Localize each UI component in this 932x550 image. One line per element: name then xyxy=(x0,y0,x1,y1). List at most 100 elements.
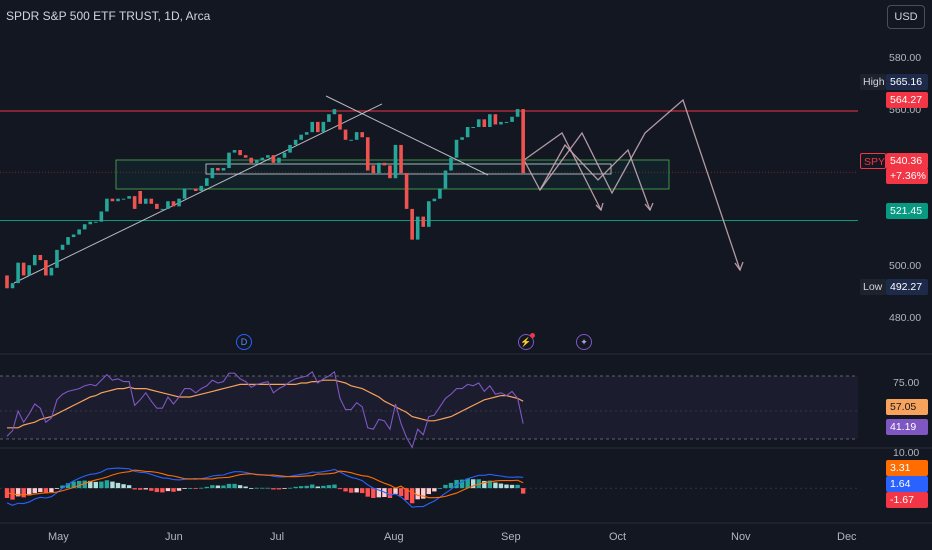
earnings-lightning-icon[interactable]: ⚡ xyxy=(518,334,534,350)
projection-arrowhead xyxy=(734,261,744,272)
candle-body xyxy=(49,267,54,276)
macd-histogram-bar xyxy=(409,488,415,504)
notification-dot-icon xyxy=(530,333,535,338)
macd-histogram-bar xyxy=(149,488,154,491)
candle xyxy=(443,170,448,189)
candle-body xyxy=(254,160,259,163)
candle xyxy=(77,229,81,235)
candle-body xyxy=(44,260,48,276)
candle xyxy=(393,144,398,179)
candle-body xyxy=(310,121,315,133)
candle xyxy=(354,132,359,140)
candle-body xyxy=(82,224,87,230)
candle xyxy=(88,221,93,225)
candle xyxy=(310,121,315,133)
candle xyxy=(249,157,253,163)
macd-histogram-bar xyxy=(221,485,226,489)
candle xyxy=(105,198,109,212)
candle xyxy=(210,167,215,179)
candle-body xyxy=(371,165,376,174)
candle-body xyxy=(243,155,248,158)
macd-histogram-bar xyxy=(38,488,43,493)
macd-histogram-bar xyxy=(365,488,370,497)
time-tick: Oct xyxy=(609,531,627,543)
macd-histogram-bar xyxy=(265,487,271,489)
range-box xyxy=(205,163,612,175)
macd-histogram-bar xyxy=(520,488,526,494)
candle-body xyxy=(443,170,448,189)
macd-histogram-bar xyxy=(237,485,243,489)
currency-button[interactable]: USD xyxy=(887,5,925,29)
macd-histogram-bar xyxy=(99,481,104,489)
macd-histogram-bar xyxy=(132,488,137,490)
price-tick: 580.00 xyxy=(889,52,922,64)
candle xyxy=(321,121,326,133)
candle-body xyxy=(277,157,281,163)
candle xyxy=(360,132,364,138)
macd-histogram-bar xyxy=(298,486,304,489)
candle-body xyxy=(476,119,481,128)
candle xyxy=(510,116,514,122)
macd-histogram-bar xyxy=(498,483,504,489)
candle-body xyxy=(488,114,492,128)
candle xyxy=(316,121,320,133)
candle-body xyxy=(388,165,392,179)
macd-histogram-bar xyxy=(154,488,160,493)
candle xyxy=(266,155,270,158)
candlestick-series[interactable] xyxy=(5,0,525,289)
candle-body xyxy=(27,265,31,276)
macd-histogram-bar xyxy=(49,488,54,493)
macd-histogram-bar xyxy=(465,478,470,489)
macd-histogram-bar xyxy=(332,484,337,489)
candle-body xyxy=(360,132,364,138)
dividend-event-letter: D xyxy=(240,337,248,347)
macd-histogram-bar xyxy=(343,488,348,492)
candle xyxy=(327,114,331,122)
macd-histogram-bar xyxy=(160,488,165,493)
price-tick: 500.00 xyxy=(889,260,922,272)
macd-histogram-bar xyxy=(276,488,282,490)
macd-histogram-bar xyxy=(54,488,60,489)
candle xyxy=(10,283,15,289)
macd-histogram-bar xyxy=(348,488,354,493)
dividend-event-icon[interactable]: D xyxy=(236,334,252,350)
candle xyxy=(27,265,31,276)
macd-histogram-bar xyxy=(493,482,498,489)
candle xyxy=(304,132,309,135)
candle xyxy=(227,152,231,168)
candle-body xyxy=(321,121,326,133)
candle xyxy=(138,191,142,204)
macd-histogram-bar xyxy=(176,488,182,491)
candle xyxy=(182,188,187,199)
macd-histogram-bar xyxy=(487,480,493,489)
candle-body xyxy=(149,198,154,204)
candle-body xyxy=(216,167,220,171)
rsi-ma-line xyxy=(7,379,524,429)
candle xyxy=(349,139,353,141)
macd-histogram-bar xyxy=(71,481,76,489)
candle xyxy=(271,155,276,163)
candle xyxy=(388,165,392,179)
candle xyxy=(332,109,337,115)
rsi-pane[interactable] xyxy=(0,370,858,449)
macd-histogram-bar xyxy=(15,488,21,497)
candle xyxy=(94,221,98,223)
macd-pane[interactable] xyxy=(0,467,858,508)
macd-histogram-bar xyxy=(143,488,148,490)
candle xyxy=(421,216,426,227)
candle xyxy=(16,262,20,284)
candle xyxy=(66,237,70,245)
macd-histogram-bar xyxy=(121,484,126,489)
candle xyxy=(476,119,481,128)
macd-histogram-bar xyxy=(398,488,404,497)
sparkle-event-icon[interactable]: ✦ xyxy=(576,334,592,350)
candle-body xyxy=(55,249,59,268)
macd-histogram-bar xyxy=(315,486,320,489)
macd-histogram-bar xyxy=(27,488,32,496)
macd-histogram-bar xyxy=(404,488,409,500)
macd-histogram-bar xyxy=(21,488,26,498)
candle xyxy=(427,201,431,227)
candle xyxy=(21,262,26,276)
